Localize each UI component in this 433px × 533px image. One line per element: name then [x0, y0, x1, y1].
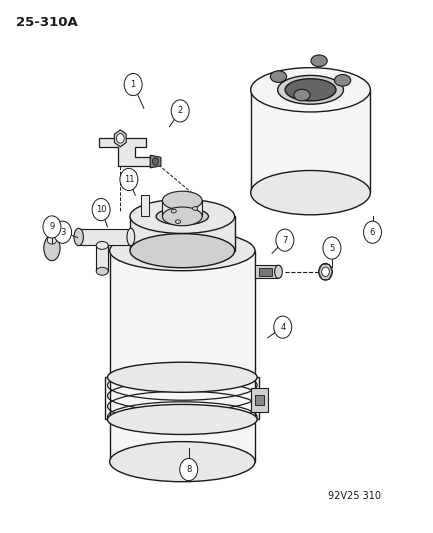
Circle shape: [171, 100, 189, 122]
Circle shape: [274, 316, 292, 338]
Ellipse shape: [251, 68, 370, 112]
Circle shape: [152, 158, 158, 165]
Circle shape: [323, 237, 341, 259]
Ellipse shape: [162, 191, 202, 210]
Text: 8: 8: [186, 465, 191, 474]
Ellipse shape: [44, 236, 60, 261]
Polygon shape: [114, 130, 126, 147]
Ellipse shape: [110, 231, 255, 271]
Text: 10: 10: [96, 205, 107, 214]
Ellipse shape: [96, 241, 108, 249]
Polygon shape: [255, 394, 264, 405]
Ellipse shape: [130, 199, 235, 233]
Ellipse shape: [285, 79, 336, 101]
Polygon shape: [141, 195, 149, 216]
Circle shape: [319, 263, 333, 280]
Circle shape: [180, 458, 198, 481]
Ellipse shape: [270, 71, 287, 83]
Text: 2: 2: [178, 107, 183, 116]
Ellipse shape: [278, 75, 343, 104]
Ellipse shape: [294, 90, 310, 101]
Ellipse shape: [130, 233, 235, 268]
Text: 9: 9: [49, 222, 55, 231]
Ellipse shape: [175, 220, 181, 223]
Ellipse shape: [251, 171, 370, 215]
Polygon shape: [130, 216, 235, 251]
Polygon shape: [99, 139, 150, 166]
Polygon shape: [255, 265, 278, 278]
Ellipse shape: [107, 362, 257, 392]
Circle shape: [124, 74, 142, 95]
Text: 11: 11: [124, 175, 134, 184]
Polygon shape: [251, 90, 370, 192]
Polygon shape: [150, 155, 161, 168]
Ellipse shape: [47, 236, 57, 244]
Ellipse shape: [275, 265, 282, 278]
Circle shape: [92, 198, 110, 221]
Ellipse shape: [96, 267, 108, 275]
Circle shape: [276, 229, 294, 251]
Polygon shape: [96, 245, 108, 271]
Circle shape: [120, 168, 138, 191]
Ellipse shape: [156, 208, 208, 225]
Text: 4: 4: [280, 322, 285, 332]
Ellipse shape: [74, 228, 84, 246]
Ellipse shape: [193, 207, 198, 211]
Ellipse shape: [110, 442, 255, 482]
Text: 92V25 310: 92V25 310: [328, 491, 381, 501]
Circle shape: [43, 216, 61, 238]
Circle shape: [364, 221, 381, 243]
Polygon shape: [79, 229, 131, 245]
Circle shape: [54, 221, 71, 243]
Ellipse shape: [311, 55, 327, 67]
Ellipse shape: [162, 207, 202, 226]
Ellipse shape: [171, 209, 176, 213]
Polygon shape: [251, 388, 268, 411]
Polygon shape: [259, 268, 272, 276]
Text: 3: 3: [60, 228, 65, 237]
Polygon shape: [110, 251, 255, 462]
Ellipse shape: [107, 405, 257, 434]
Ellipse shape: [334, 75, 351, 86]
Ellipse shape: [127, 228, 135, 246]
Text: 6: 6: [370, 228, 375, 237]
Text: 1: 1: [130, 80, 136, 89]
Text: 25-310A: 25-310A: [16, 16, 78, 29]
Polygon shape: [162, 200, 202, 216]
Circle shape: [116, 134, 124, 143]
Circle shape: [322, 267, 330, 277]
Text: 5: 5: [329, 244, 335, 253]
Text: 7: 7: [282, 236, 288, 245]
